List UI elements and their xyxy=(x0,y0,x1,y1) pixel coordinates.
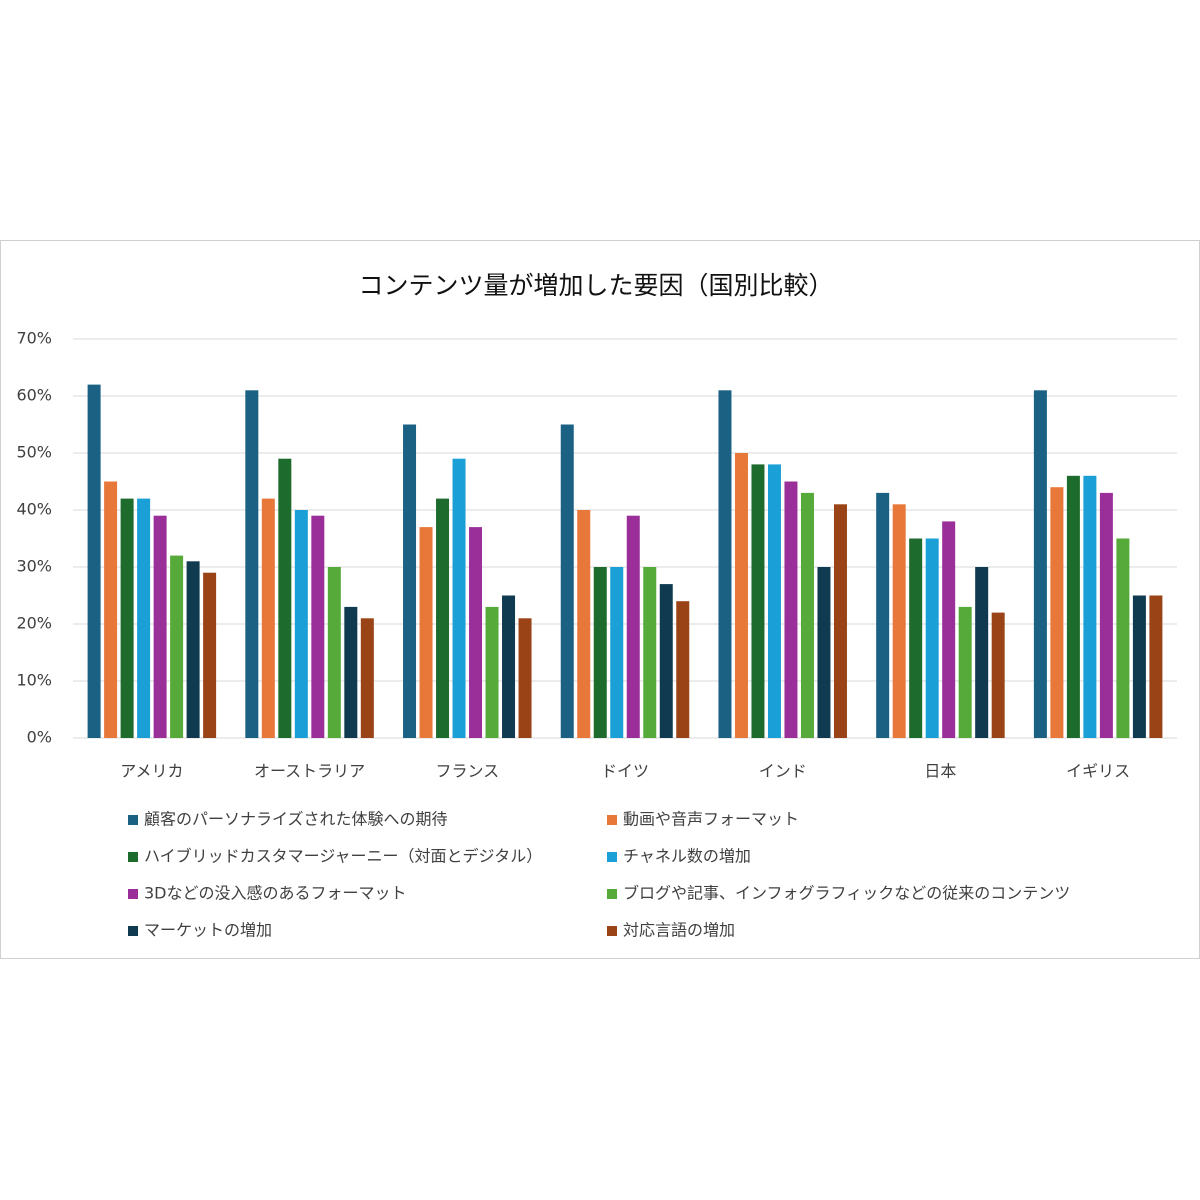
legend-swatch xyxy=(128,926,138,936)
bar xyxy=(876,492,890,738)
bar xyxy=(1050,487,1064,738)
legend-swatch xyxy=(128,852,138,862)
bar xyxy=(925,538,939,738)
bar xyxy=(186,561,200,738)
legend-label: マーケットの増加 xyxy=(144,921,272,940)
x-tick-label: イギリス xyxy=(1066,762,1130,781)
bar xyxy=(991,612,1005,738)
bar xyxy=(643,567,657,738)
bar xyxy=(610,567,624,738)
bar xyxy=(909,538,923,738)
bar xyxy=(560,424,574,738)
bar xyxy=(1033,390,1047,738)
legend-label: 顧客のパーソナライズされた体験への期待 xyxy=(144,810,448,829)
bar xyxy=(659,584,673,738)
bar xyxy=(833,504,847,738)
legend-swatch xyxy=(607,815,617,825)
bar xyxy=(360,618,374,738)
legend-label: ブログや記事、インフォグラフィックなどの従来のコンテンツ xyxy=(623,884,1070,903)
bar xyxy=(502,595,516,738)
legend-swatch xyxy=(128,889,138,899)
bar xyxy=(278,458,292,738)
bar xyxy=(436,498,450,738)
bar xyxy=(344,606,358,738)
chart-title: コンテンツ量が増加した要因（国別比較） xyxy=(358,271,833,300)
bar xyxy=(137,498,151,738)
bar xyxy=(718,390,732,738)
bar xyxy=(817,567,831,738)
bar xyxy=(203,572,217,738)
bar xyxy=(734,453,748,738)
bar xyxy=(892,504,906,738)
bar xyxy=(485,606,499,738)
y-tick-label: 40% xyxy=(16,500,52,519)
x-tick-label: インド xyxy=(759,762,807,781)
y-tick-label: 30% xyxy=(16,557,52,576)
x-tick-label: アメリカ xyxy=(120,762,183,781)
bar xyxy=(767,464,781,738)
legend-label: ハイブリッドカスタマージャーニー（対面とデジタル） xyxy=(144,847,542,866)
bar xyxy=(942,521,956,738)
bar xyxy=(104,481,118,738)
bar xyxy=(751,464,765,738)
x-tick-label: ドイツ xyxy=(601,762,649,781)
bar xyxy=(577,510,591,738)
bar xyxy=(245,390,259,738)
y-tick-label: 50% xyxy=(16,443,52,462)
legend-swatch xyxy=(128,815,138,825)
bar xyxy=(1066,475,1080,738)
legend-swatch xyxy=(607,889,617,899)
legend-label: チャネル数の増加 xyxy=(623,847,751,866)
y-tick-label: 0% xyxy=(27,728,52,747)
y-tick-label: 20% xyxy=(16,614,52,633)
legend-label: 3Dなどの没入感のあるフォーマット xyxy=(144,884,407,903)
legend-swatch xyxy=(607,852,617,862)
bar xyxy=(1116,538,1130,738)
legend-swatch xyxy=(607,926,617,936)
bar xyxy=(1132,595,1146,738)
y-tick-label: 70% xyxy=(16,329,52,348)
bar xyxy=(518,618,532,738)
bar xyxy=(294,510,308,738)
bar xyxy=(676,601,690,738)
bar xyxy=(626,515,640,738)
bar xyxy=(958,606,972,738)
bar xyxy=(1083,475,1097,738)
bar xyxy=(120,498,134,738)
bar xyxy=(1099,492,1113,738)
bar xyxy=(311,515,325,738)
bar xyxy=(403,424,417,738)
legend-label: 対応言語の増加 xyxy=(623,921,735,940)
x-tick-label: オーストラリア xyxy=(254,762,365,781)
x-tick-label: フランス xyxy=(435,762,499,781)
y-tick-label: 60% xyxy=(16,386,52,405)
bar xyxy=(975,567,989,738)
bar xyxy=(800,492,814,738)
bar xyxy=(327,567,341,738)
bar xyxy=(170,555,184,738)
y-tick-label: 10% xyxy=(16,671,52,690)
bar xyxy=(87,384,101,738)
bar xyxy=(153,515,167,738)
bar xyxy=(1149,595,1163,738)
bar xyxy=(784,481,798,738)
bar xyxy=(593,567,607,738)
bar xyxy=(452,458,466,738)
legend-label: 動画や音声フォーマット xyxy=(623,810,799,829)
bar xyxy=(419,527,433,738)
bar xyxy=(261,498,275,738)
bar xyxy=(469,527,483,738)
x-tick-label: 日本 xyxy=(924,762,956,781)
